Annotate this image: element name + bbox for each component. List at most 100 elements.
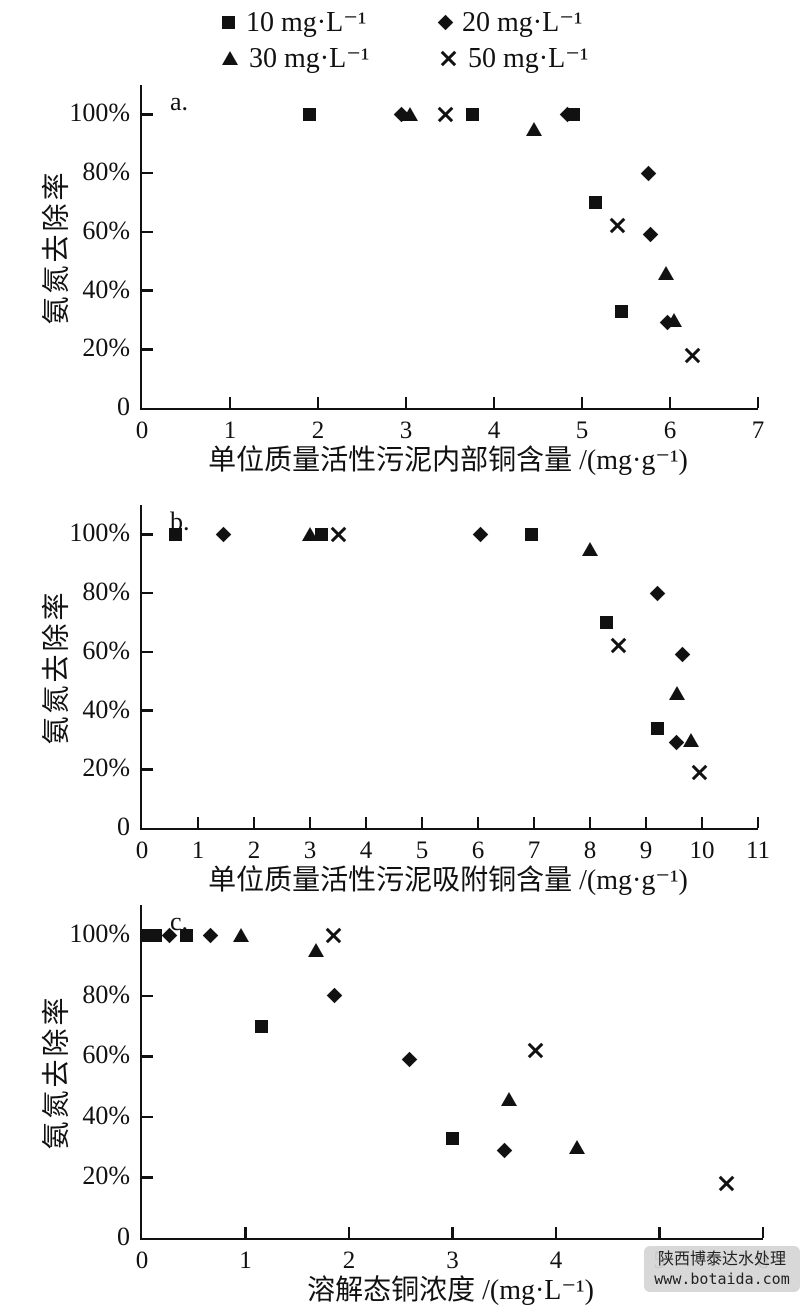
watermark: 陕西博泰达水处理 www.botaida.com — [644, 1246, 800, 1292]
x-tick-label: 6 — [663, 417, 677, 444]
x-tick-label: 5 — [415, 837, 429, 864]
x-tick-label: 11 — [745, 837, 771, 864]
x-tick-label: 10 — [689, 837, 715, 864]
x-tick-mark — [252, 817, 256, 828]
data-point-triangle — [666, 312, 683, 327]
data-point-triangle — [233, 928, 250, 943]
watermark-url: www.botaida.com — [654, 1270, 790, 1288]
data-point-x — [527, 1042, 544, 1059]
x-tick-mark — [347, 1227, 351, 1238]
data-point-diamond — [326, 988, 343, 1004]
y-tick-label: 80% — [82, 577, 130, 607]
y-tick-mark — [142, 230, 153, 234]
x-axis-title: 溶解态铜浓度 /(mg·L⁻¹) — [307, 1275, 594, 1306]
panel-c: 氨氮去除率 c. 0123456020%40%60%80%100% 溶解态铜浓度… — [42, 905, 769, 1306]
x-tick-label: 3 — [399, 417, 413, 444]
x-tick-mark — [308, 817, 312, 828]
x-tick-mark — [420, 817, 424, 828]
diamond-marker-icon — [437, 14, 454, 30]
plot-area-c: c. 0123456020%40%60%80%100% — [69, 905, 769, 1274]
x-marker-icon — [440, 50, 457, 67]
data-point-square — [302, 107, 316, 121]
y-tick-mark — [142, 348, 153, 351]
data-point-square — [650, 721, 664, 735]
data-point-diamond — [649, 585, 665, 601]
x-tick-label: 4 — [549, 1247, 563, 1274]
x-tick-label: 8 — [583, 837, 597, 864]
x-tick-label: 1 — [191, 837, 205, 864]
data-point-diamond — [202, 927, 219, 944]
y-tick-label: 60% — [82, 635, 130, 665]
y-tick-mark — [142, 1176, 153, 1179]
x-tick-mark — [756, 817, 760, 828]
x-tick-label: 5 — [575, 417, 589, 444]
y-tick-mark — [142, 650, 153, 654]
y-tick-mark — [142, 768, 153, 771]
x-tick-mark — [364, 817, 368, 828]
data-point-square — [180, 928, 193, 942]
y-tick-label: 100% — [69, 518, 130, 548]
legend-item-20: 20 mg·L⁻¹ — [437, 5, 582, 39]
y-tick-label: 20% — [82, 333, 130, 363]
data-point-triangle — [568, 1140, 585, 1155]
data-point-triangle — [525, 122, 542, 137]
x-tick-mark — [668, 397, 672, 408]
legend-item-10: 10 mg·L⁻¹ — [222, 5, 366, 39]
y-tick-mark — [142, 1055, 153, 1058]
y-tick-label: 100% — [69, 98, 130, 128]
x-tick-label: 2 — [247, 837, 261, 864]
y-tick-mark — [142, 994, 153, 998]
y-tick-label: 80% — [82, 157, 130, 187]
x-tick-label: 0 — [135, 837, 149, 864]
y-tick-label: 20% — [82, 1161, 130, 1191]
y-tick-label: 40% — [82, 1100, 130, 1130]
x-tick-label: 6 — [471, 837, 485, 864]
data-point-x — [330, 526, 347, 543]
data-point-triangle — [402, 107, 419, 122]
x-tick-mark — [404, 397, 408, 408]
x-tick-label: 3 — [303, 837, 317, 864]
y-tick-label: 0 — [117, 392, 130, 421]
data-point-diamond — [674, 646, 691, 663]
y-tick-mark — [142, 709, 153, 712]
data-point-x — [325, 927, 342, 944]
watermark-text: 陕西博泰达水处理 — [657, 1251, 786, 1268]
data-point-square — [446, 1131, 459, 1145]
panel-letter-c: c. — [170, 907, 189, 936]
y-tick-label: 20% — [82, 753, 130, 783]
x-tick-label: 3 — [446, 1247, 459, 1274]
y-tick-label: 60% — [82, 1040, 130, 1070]
x-tick-mark — [476, 817, 480, 828]
data-point-diamond — [496, 1142, 513, 1158]
x-tick-label: 2 — [342, 1247, 356, 1274]
data-point-square — [600, 615, 614, 629]
y-tick-mark — [142, 1115, 153, 1119]
data-point-triangle — [501, 1091, 518, 1106]
legend-label: 50 mg·L⁻¹ — [468, 43, 589, 74]
x-tick-label: 1 — [239, 1247, 252, 1274]
y-tick-label: 80% — [82, 979, 130, 1009]
panel-b: 氨氮去除率 b. 0 1 2 3 4 5 6 7 8 9 10 11 0 20% 40% 60% 80% 100%… — [42, 505, 770, 896]
x-tick-label: 9 — [639, 837, 653, 864]
x-axis-title: 单位质量活性污泥内部铜含量 /(mg·g⁻¹) — [208, 445, 688, 476]
x-tick-label: 4 — [359, 837, 373, 864]
data-point-x — [684, 347, 701, 364]
x-tick-label: 7 — [527, 837, 541, 864]
y-tick-label: 60% — [82, 215, 130, 245]
y-tick-label: 100% — [69, 919, 130, 949]
x-tick-mark — [756, 397, 760, 408]
data-point-x — [718, 1175, 735, 1192]
data-point-diamond — [401, 1051, 417, 1068]
x-axis-title: 单位质量活性污泥吸附铜含量 /(mg·g⁻¹) — [208, 865, 688, 896]
data-point-square — [588, 195, 602, 209]
data-point-x — [610, 637, 627, 654]
x-tick-mark — [532, 817, 536, 828]
data-point-x — [691, 764, 708, 781]
y-tick-label: 0 — [117, 812, 130, 841]
data-point-triangle — [682, 732, 699, 747]
data-point-diamond — [640, 165, 656, 181]
data-point-square — [148, 928, 162, 942]
data-point-square — [524, 527, 538, 541]
x-tick-mark — [580, 397, 584, 408]
x-tick-mark — [492, 397, 496, 408]
